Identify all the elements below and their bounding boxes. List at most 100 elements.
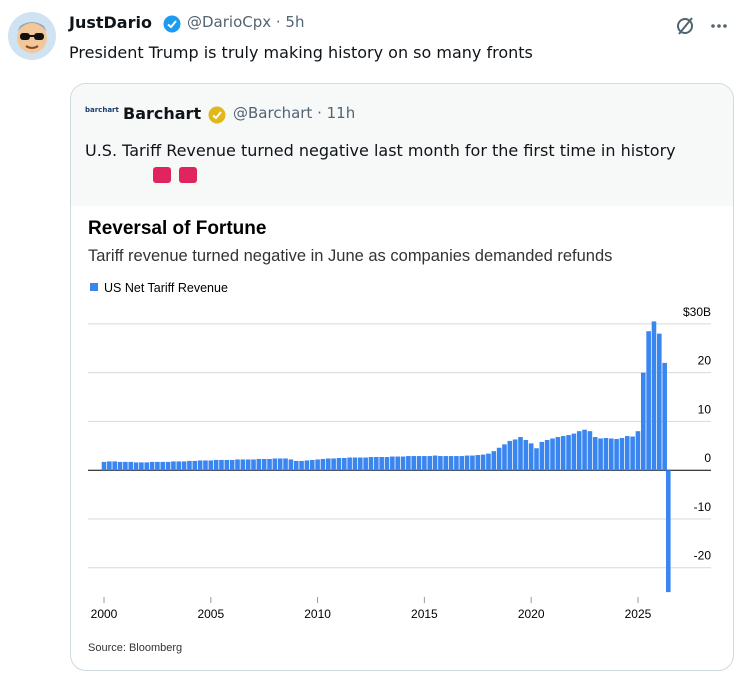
bar: [176, 461, 182, 471]
author-handle[interactable]: @DarioCpx · 5h: [187, 13, 305, 31]
bar: [160, 461, 166, 471]
bar: [219, 459, 224, 471]
bar: [432, 455, 438, 471]
chart-title: Reversal of Fortune: [88, 218, 266, 239]
bar: [459, 456, 465, 471]
bar: [491, 451, 497, 471]
bar: [192, 460, 198, 471]
bar: [128, 461, 134, 471]
bar: [470, 455, 475, 471]
author-name[interactable]: JustDario: [69, 13, 152, 32]
bar: [272, 458, 278, 471]
bar: [224, 459, 230, 471]
chart-subtitle: Tariff revenue turned negative in June a…: [88, 247, 612, 265]
quote-header: [71, 84, 733, 206]
bar: [646, 331, 651, 471]
y-tick-label: 10: [698, 402, 712, 416]
y-tick-label: 0: [704, 451, 711, 465]
bar: [422, 456, 427, 471]
bar: [592, 437, 598, 471]
bar: [534, 448, 539, 471]
legend-swatch: [90, 283, 98, 291]
bar: [331, 458, 336, 471]
bar: [245, 459, 251, 471]
bar: [277, 458, 283, 471]
bar: [555, 437, 561, 471]
bar: [347, 457, 352, 471]
bar: [576, 431, 582, 471]
bar: [213, 459, 219, 471]
bar: [486, 453, 491, 471]
y-tick-label: -10: [694, 500, 712, 514]
quote-handle[interactable]: @Barchart · 11h: [233, 104, 356, 122]
bar: [582, 429, 587, 471]
bar: [315, 459, 320, 471]
bar: [171, 461, 176, 471]
bar: [619, 438, 625, 471]
bar: [571, 433, 577, 471]
bar: [464, 455, 470, 471]
bar: [518, 437, 523, 471]
bar: [208, 460, 214, 471]
bar: [358, 457, 363, 471]
bar: [448, 456, 454, 471]
bar: [454, 456, 459, 471]
bar: [368, 457, 374, 471]
x-tick-label: 2010: [304, 607, 331, 621]
bar: [598, 438, 603, 471]
y-tick-label: 20: [698, 354, 712, 368]
bar: [480, 454, 486, 471]
bar: [336, 458, 342, 471]
bar: [587, 431, 593, 471]
bar: [544, 439, 550, 471]
bar: [240, 459, 246, 471]
bar: [133, 462, 139, 471]
bar: [229, 459, 235, 471]
bar: [560, 436, 566, 471]
quote-text: U.S. Tariff Revenue turned negative last…: [85, 141, 676, 160]
bar: [550, 438, 555, 471]
verified-badge: [208, 106, 226, 124]
bar: [288, 459, 294, 471]
bar: [181, 461, 187, 471]
bar: [267, 458, 272, 471]
y-tick-label: -20: [694, 549, 712, 563]
bar: [101, 461, 107, 471]
bar: [165, 461, 171, 471]
bar: [523, 439, 529, 471]
bar: [107, 461, 112, 471]
bar: [657, 333, 662, 471]
avatar[interactable]: [8, 12, 56, 60]
chart-source: Source: Bloomberg: [88, 642, 182, 654]
quote-name[interactable]: Barchart: [123, 104, 202, 123]
bar: [203, 460, 208, 471]
bar: [512, 439, 518, 471]
tweet-actions[interactable]: [676, 16, 736, 36]
bar: [374, 457, 379, 471]
bar: [112, 461, 117, 471]
quoted-tweet[interactable]: barchart Barchart @Barchart · 11h U.S. T…: [70, 83, 734, 671]
bar: [304, 460, 310, 471]
bar: [528, 443, 534, 471]
bar: [379, 457, 384, 471]
bar: [427, 456, 433, 471]
bar: [475, 455, 481, 471]
bar: [384, 457, 390, 471]
bar: [507, 440, 513, 471]
bar: [603, 438, 609, 471]
x-tick-label: 2015: [411, 607, 438, 621]
bar: [635, 431, 641, 471]
bar: [235, 459, 240, 471]
bar: [187, 460, 192, 471]
legend-label: US Net Tariff Revenue: [104, 281, 228, 295]
bar: [566, 435, 571, 471]
bar: [256, 458, 262, 471]
bar: [139, 462, 144, 471]
bar: [352, 457, 358, 471]
chart: Reversal of Fortune Tariff revenue turne…: [88, 218, 712, 654]
bar: [117, 461, 123, 471]
bar: [651, 321, 657, 471]
bar: [251, 459, 256, 471]
bar: [406, 456, 411, 471]
x-tick-label: 2020: [518, 607, 545, 621]
